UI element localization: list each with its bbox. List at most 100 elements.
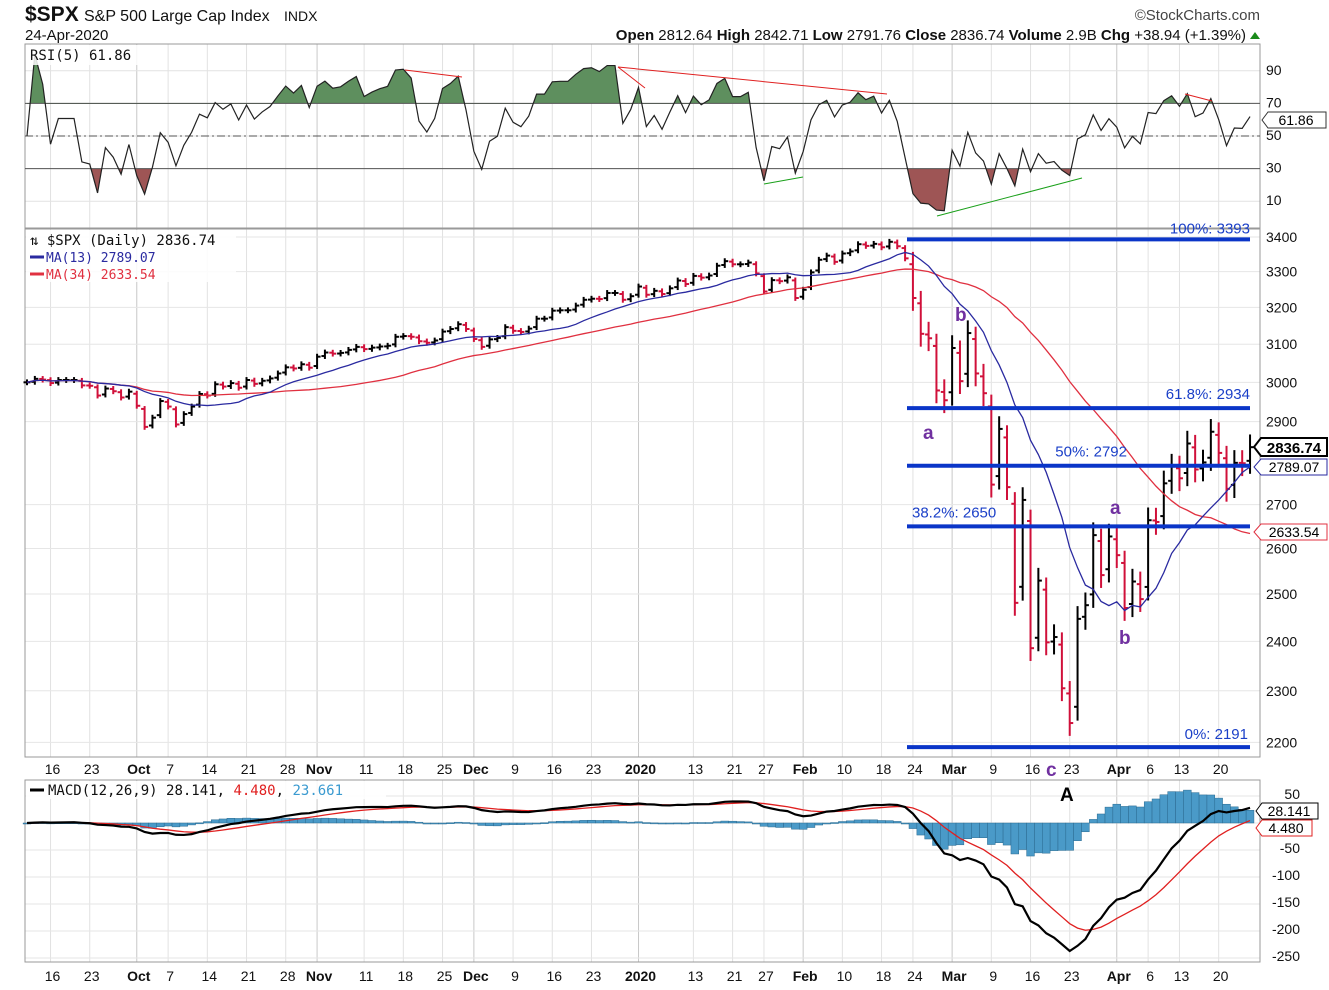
date-tick-label: 21 [727, 968, 743, 984]
ohlc-bar [1027, 509, 1035, 662]
date-tick-label: 16 [1025, 968, 1041, 984]
ohlc-bar [141, 406, 149, 430]
macd-histogram-bar [367, 820, 377, 824]
date-tick-label: Apr [1107, 968, 1132, 984]
macd-histogram-bar [485, 822, 494, 827]
ohlc-bar [854, 241, 862, 254]
ohlc-bar [642, 284, 650, 298]
fibonacci-levels: 100%: 3393 61.8%: 2934 50%: 2792 38.2%: 265… [907, 220, 1250, 750]
macd-histogram-bar [563, 820, 573, 824]
macd-histogram-bar [1151, 798, 1161, 824]
macd-histogram-bar [673, 822, 682, 825]
macd-histogram-bar [477, 822, 486, 826]
ma13-line [26, 251, 1251, 612]
price-tick-label: 2300 [1266, 683, 1297, 699]
ohlc-bar [964, 320, 972, 388]
ohlc-bar [509, 324, 517, 334]
date-tick-label: 28 [280, 968, 296, 984]
macd-value-tag: 28.141 [1268, 803, 1311, 819]
wave-label-a: a [923, 423, 934, 444]
macd-histogram-bar [179, 822, 188, 827]
macd-histogram-bar [885, 820, 894, 824]
ohlc-bar [783, 274, 791, 284]
price-tick-label: 2700 [1266, 497, 1297, 513]
ohlc-bar [666, 285, 674, 297]
date-tick-label: 18 [398, 761, 414, 777]
ohlc-bar [1066, 681, 1074, 736]
macd-histogram-bar [1245, 809, 1255, 824]
ohlc-bar [540, 315, 548, 322]
date-tick-label: 24 [907, 968, 923, 984]
symbol: $SPX [25, 3, 79, 26]
rsi-value-tag: 61.86 [1278, 112, 1313, 128]
rsi-legend: RSI(5) 61.86 [30, 48, 131, 64]
ohlc-bar [1058, 632, 1066, 702]
ohlc-bar [109, 386, 117, 395]
macd-histogram-bar [618, 821, 627, 824]
macd-histogram-bar [524, 822, 533, 825]
ohlc-bar [1168, 453, 1176, 494]
date-tick-label: Feb [793, 761, 818, 777]
ohlc-bar [995, 416, 1003, 490]
macd-histogram-bar [603, 820, 612, 824]
macd-histogram-bar [736, 821, 745, 824]
date-tick-label: 6 [1146, 968, 1154, 984]
macd-histogram-bar [634, 821, 643, 824]
date-tick-label: 7 [166, 968, 174, 984]
ohlc-bar [682, 278, 690, 287]
ohlc-bar [1191, 434, 1199, 483]
ma34-value-tag: 2633.54 [1269, 524, 1320, 540]
date-tick-label: 23 [1064, 761, 1080, 777]
macd-histogram-bar [1104, 806, 1114, 824]
macd-histogram-bar [1128, 805, 1137, 824]
fib-level-label: 0%: 2191 [1185, 726, 1248, 743]
date-tick-label: Feb [793, 968, 818, 984]
date-tick-label: 28 [280, 761, 296, 777]
macd-histogram-bar [697, 822, 706, 824]
price-tick-label: 3000 [1266, 374, 1297, 390]
ohlc-bar [901, 245, 909, 262]
rsi-tick-label: 30 [1266, 160, 1282, 176]
wave-labels: a b c A a b [923, 305, 1131, 806]
ohlc-bar [658, 288, 666, 297]
price-tick-label: 2900 [1266, 414, 1297, 430]
macd-histogram-bar [359, 819, 369, 824]
ohlc-bar [344, 346, 352, 356]
ohlc-bar [815, 256, 823, 274]
date-tick-label: 27 [758, 761, 774, 777]
macd-histogram-bar [571, 820, 580, 824]
date-tick-label: 23 [84, 968, 100, 984]
ohlc-bar [533, 315, 541, 331]
macd-histogram-bar [900, 822, 910, 825]
ohlc-bar [462, 322, 470, 332]
macd-histogram-bar [791, 822, 800, 830]
date-tick-label: 16 [1025, 761, 1041, 777]
macd-histogram-bar [1018, 822, 1027, 850]
macd-tick-label: -250 [1272, 948, 1300, 964]
macd-histogram-bar [461, 822, 471, 824]
macd-histogram-bar [650, 822, 659, 825]
macd-histogram-bar [799, 822, 808, 830]
value-tags: 61.86 2836.74 2789.07 2633.54 4.480 28.1… [1252, 111, 1328, 837]
macd-histogram-bar [414, 821, 424, 824]
macd-histogram-bar [344, 818, 353, 824]
date-tick-label: 23 [586, 968, 602, 984]
ohlc-bar [86, 382, 94, 389]
ohlc-bar [384, 342, 392, 350]
price-tick-label: 2200 [1266, 734, 1297, 750]
ohlc-bar [744, 259, 752, 267]
ohlc-bar [909, 251, 917, 311]
date-tick-label: 16 [546, 968, 562, 984]
macd-histogram-bar [995, 822, 1004, 843]
date-tick-label: 20 [1213, 761, 1229, 777]
macd-histogram-bar [1081, 822, 1090, 833]
ohlc-bar [776, 277, 784, 285]
macd-tick-label: -150 [1272, 894, 1300, 910]
date-tick-label: 2020 [625, 968, 656, 984]
wave-label-b: b [955, 305, 967, 326]
date-tick-label: Apr [1107, 761, 1132, 777]
ohlc-bar [478, 337, 486, 350]
macd-histogram-bar [1026, 822, 1035, 857]
ohlc-bar [407, 333, 415, 340]
ohlc-bar [1089, 522, 1097, 608]
